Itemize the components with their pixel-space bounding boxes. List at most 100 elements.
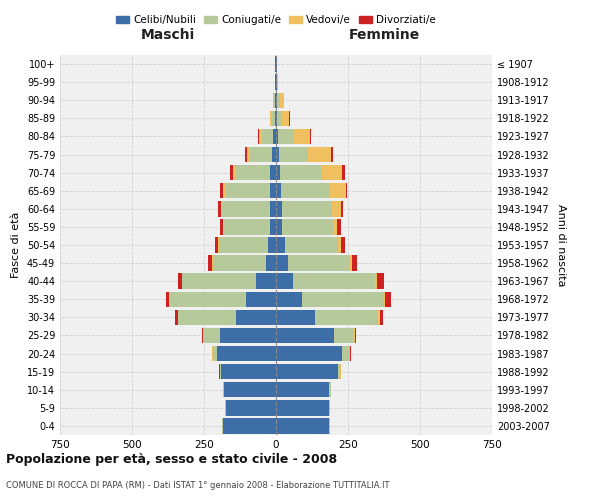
Bar [274,92,275,108]
Bar [276,292,302,307]
Bar [302,292,384,307]
Bar [333,219,337,234]
Bar [280,147,308,162]
Bar [376,274,377,289]
Bar [276,128,278,144]
Bar [204,328,220,343]
Bar [308,147,331,162]
Bar [223,418,276,434]
Bar [287,256,349,271]
Bar [266,256,276,271]
Text: COMUNE DI ROCCA DI PAPA (RM) - Dati ISTAT 1° gennaio 2008 - Elaborazione TUTTITA: COMUNE DI ROCCA DI PAPA (RM) - Dati ISTA… [6,480,389,490]
Bar [245,147,247,162]
Bar [329,382,331,398]
Bar [212,346,217,362]
Bar [378,310,380,325]
Bar [276,256,287,271]
Bar [276,364,338,380]
Bar [284,238,338,252]
Bar [276,201,282,216]
Bar [275,92,276,108]
Bar [276,346,342,362]
Bar [315,310,378,325]
Bar [218,201,221,216]
Bar [337,219,341,234]
Bar [355,328,356,343]
Bar [276,238,284,252]
Bar [276,382,329,398]
Bar [273,128,276,144]
Bar [272,147,276,162]
Bar [276,219,283,234]
Bar [276,147,280,162]
Bar [208,256,212,271]
Bar [346,183,347,198]
Bar [310,128,311,144]
Bar [282,201,332,216]
Bar [349,256,352,271]
Bar [276,328,334,343]
Bar [224,382,276,398]
Bar [277,110,282,126]
Y-axis label: Fasce di età: Fasce di età [11,212,21,278]
Bar [166,292,169,307]
Bar [223,183,226,198]
Bar [268,238,276,252]
Bar [272,110,275,126]
Bar [342,165,344,180]
Bar [222,201,269,216]
Bar [280,92,284,108]
Bar [276,400,329,415]
Bar [322,165,342,180]
Bar [233,165,236,180]
Bar [212,256,266,271]
Bar [223,382,224,398]
Bar [283,219,333,234]
Y-axis label: Anni di nascita: Anni di nascita [556,204,566,286]
Bar [278,128,294,144]
Bar [276,110,277,126]
Bar [377,274,384,289]
Bar [236,165,270,180]
Bar [219,238,268,252]
Bar [341,238,345,252]
Bar [276,274,293,289]
Bar [182,274,256,289]
Bar [259,128,262,144]
Bar [220,328,276,343]
Bar [230,165,233,180]
Bar [224,219,269,234]
Bar [202,328,203,343]
Bar [250,147,272,162]
Bar [276,310,315,325]
Bar [334,328,354,343]
Bar [329,400,330,415]
Bar [270,183,276,198]
Bar [338,364,340,380]
Bar [217,346,276,362]
Bar [246,292,276,307]
Bar [276,183,281,198]
Bar [338,238,341,252]
Bar [276,165,280,180]
Bar [281,183,330,198]
Bar [262,128,273,144]
Bar [276,92,277,108]
Bar [175,310,178,325]
Bar [215,238,218,252]
Bar [236,310,276,325]
Bar [330,183,346,198]
Text: Popolazione per età, sesso e stato civile - 2008: Popolazione per età, sesso e stato civil… [6,452,337,466]
Bar [270,165,276,180]
Bar [332,201,341,216]
Bar [223,219,224,234]
Bar [294,128,310,144]
Bar [178,274,182,289]
Bar [354,328,355,343]
Bar [282,110,289,126]
Bar [220,219,223,234]
Bar [380,310,383,325]
Legend: Celibi/Nubili, Coniugati/e, Vedovi/e, Divorziati/e: Celibi/Nubili, Coniugati/e, Vedovi/e, Di… [112,11,440,29]
Bar [218,238,219,252]
Text: Maschi: Maschi [141,28,195,42]
